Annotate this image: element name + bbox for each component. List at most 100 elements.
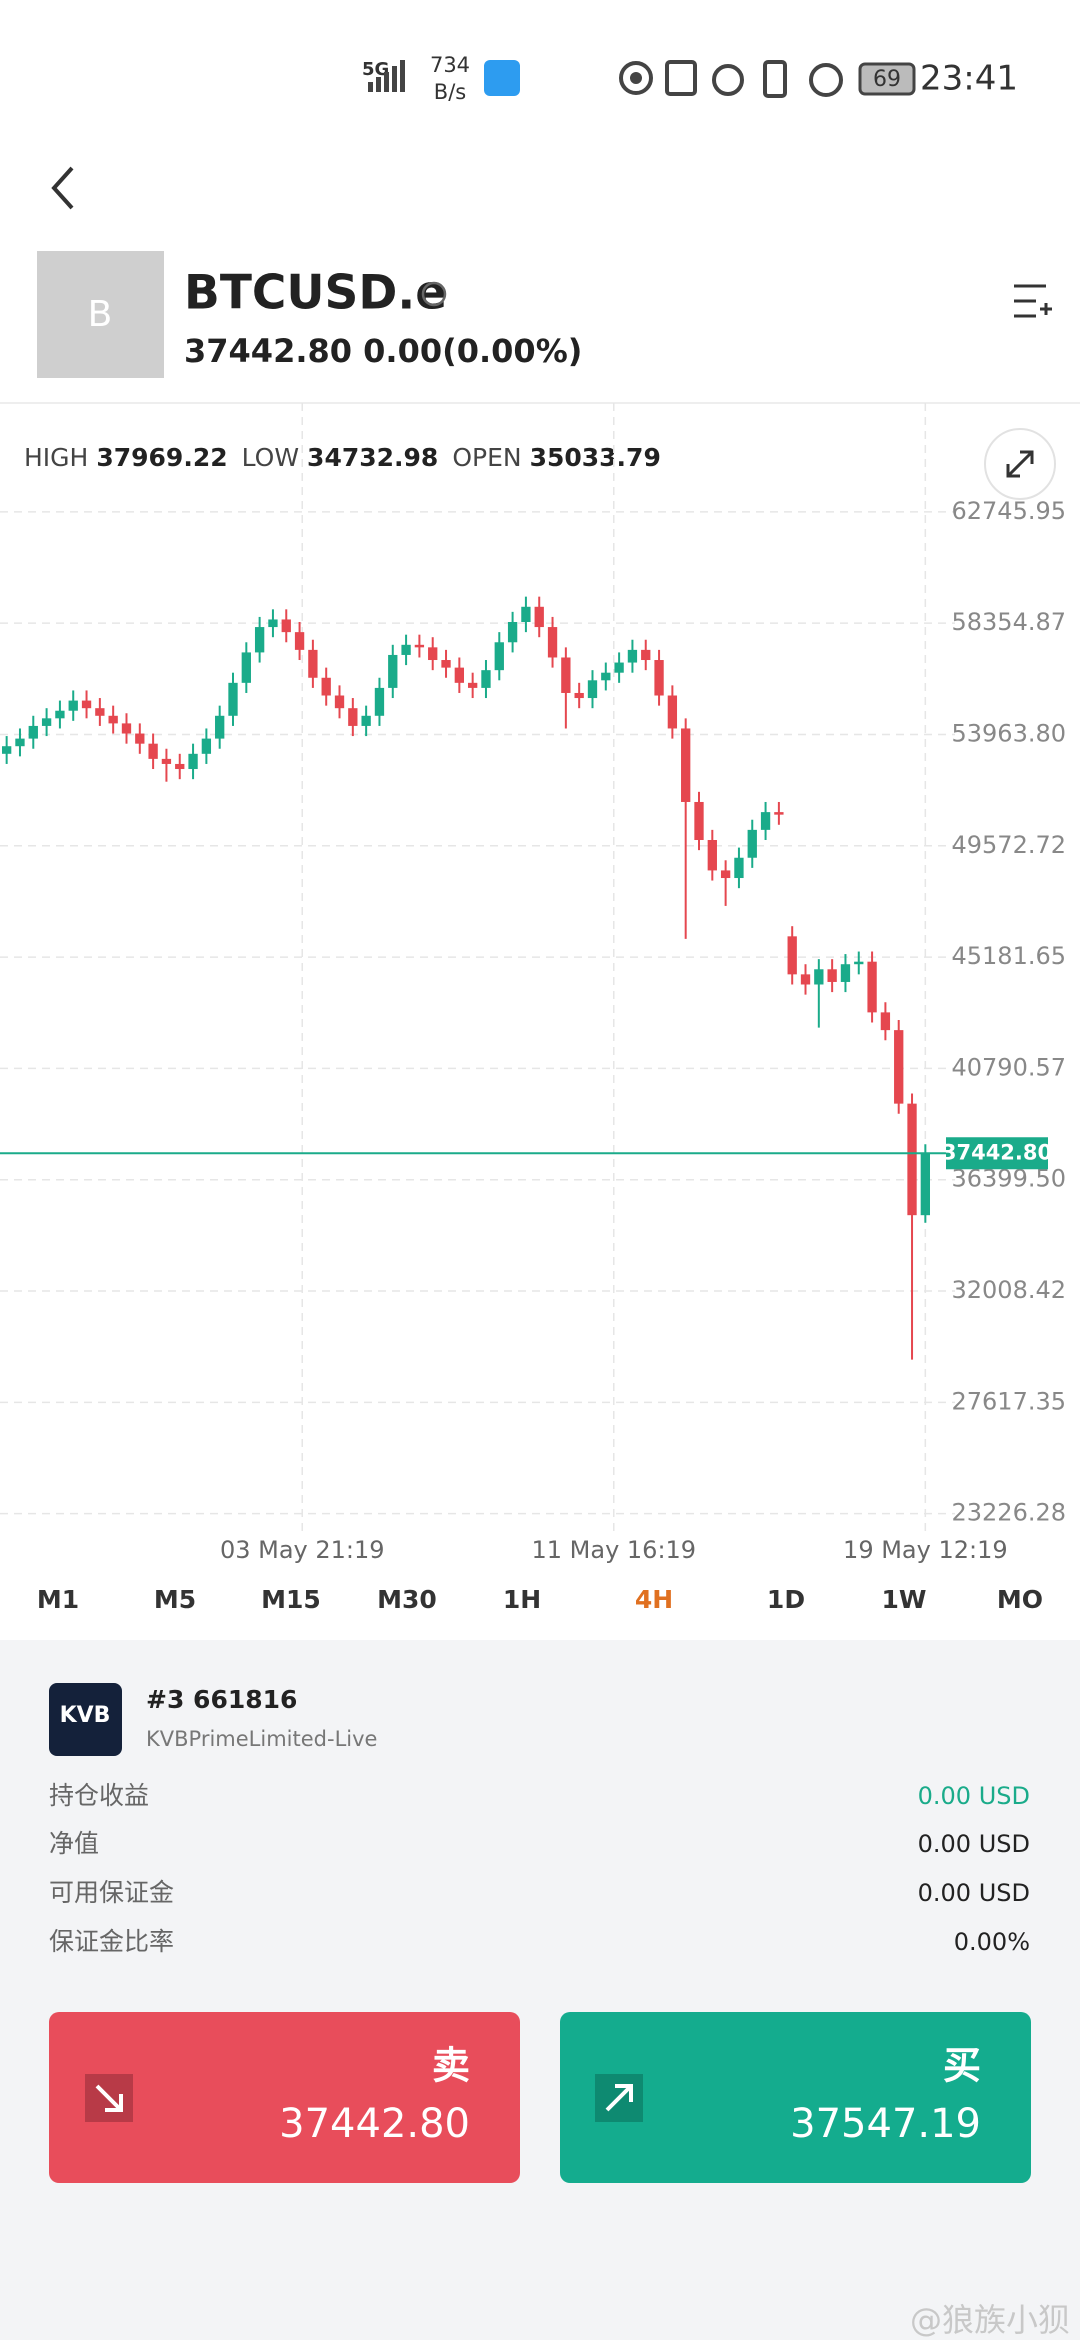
- candle-body: [254, 627, 265, 653]
- candle-body: [1, 746, 12, 754]
- candle-body: [308, 649, 318, 678]
- candle-body: [268, 619, 278, 628]
- account-logo: KVB: [60, 1703, 111, 1728]
- candle-body: [175, 763, 185, 770]
- candle-body: [561, 657, 571, 693]
- price-tag: [946, 1137, 1048, 1170]
- candle-body: [414, 644, 425, 648]
- timeframe-tab[interactable]: M30: [377, 1585, 437, 1614]
- timeframe-tab[interactable]: MO: [997, 1585, 1043, 1614]
- timeframe-tab[interactable]: 1H: [503, 1585, 541, 1614]
- candle-body: [507, 621, 518, 643]
- candle-body: [28, 725, 38, 739]
- candle-body: [321, 677, 331, 696]
- account-row-value: 0.00%: [954, 1928, 1030, 1956]
- candle-body: [681, 728, 691, 802]
- timeframe-tab[interactable]: M1: [37, 1585, 79, 1614]
- y-tick-label: 53963.80: [951, 719, 1066, 747]
- price-tag-label: 37442.80: [942, 1140, 1052, 1164]
- candle-body: [294, 632, 305, 650]
- y-tick-label: 62745.95: [951, 497, 1066, 525]
- stat-label: OPEN: [452, 443, 521, 472]
- y-tick-label: 23226.28: [951, 1499, 1066, 1527]
- candle-body: [827, 969, 837, 982]
- y-tick-label: 58354.87: [951, 608, 1066, 636]
- candle-body: [161, 758, 172, 764]
- stat-value: 35033.79: [530, 443, 661, 472]
- symbol-logo: [37, 251, 164, 378]
- candle-body: [787, 936, 797, 975]
- candle-body: [401, 644, 411, 655]
- candle-body: [81, 700, 92, 709]
- y-tick-label: 49572.72: [951, 831, 1066, 859]
- candle-body: [574, 692, 584, 699]
- watermark: @狼族小狈: [910, 2301, 1070, 2339]
- candle-body: [734, 857, 744, 879]
- candle-body: [41, 718, 52, 726]
- candle-body: [348, 708, 358, 726]
- candle-body: [441, 660, 451, 668]
- candle-body: [241, 652, 251, 683]
- y-tick-label: 40790.57: [951, 1053, 1066, 1081]
- y-tick-label: 32008.42: [951, 1276, 1066, 1304]
- candle-body: [627, 649, 638, 663]
- x-tick-label: 11 May 16:19: [531, 1536, 696, 1564]
- account-id: #3 661816: [146, 1685, 297, 1714]
- candle-body: [880, 1012, 891, 1031]
- timeframe-tab[interactable]: M5: [154, 1585, 196, 1614]
- candle-body: [694, 801, 704, 841]
- timeframe-tab[interactable]: 1W: [882, 1585, 927, 1614]
- y-tick-label: 27617.35: [951, 1387, 1066, 1415]
- network: 5G: [362, 59, 389, 80]
- candle-body: [800, 974, 811, 985]
- add-menu[interactable]: [1014, 284, 1052, 318]
- timeframe-tab[interactable]: 1D: [767, 1585, 805, 1614]
- candle-body: [428, 647, 438, 661]
- candle-body: [534, 606, 544, 628]
- candle-body: [547, 627, 558, 658]
- candle-body: [334, 695, 345, 709]
- candle-body: [720, 870, 731, 879]
- candle-body: [760, 812, 771, 830]
- candle-body: [814, 969, 824, 985]
- account-row-label: 持仓收益: [49, 1781, 149, 1810]
- candle-body: [228, 682, 238, 716]
- candle-body: [641, 649, 651, 661]
- candle-body: [774, 812, 784, 815]
- sell-button[interactable]: 卖 37442.80: [49, 2012, 520, 2183]
- buy-price: 37547.19: [790, 2101, 981, 2147]
- candle-body: [601, 672, 611, 681]
- candle-body: [95, 708, 105, 716]
- timeframes: M1 M5 M15 M30 1H 4H 1D 1W MO: [37, 1585, 1043, 1614]
- timeframe-tab[interactable]: 4H: [635, 1585, 673, 1614]
- sell-price: 37442.80: [279, 2101, 470, 2147]
- candle-body: [840, 964, 851, 982]
- clock: 23:41: [920, 59, 1018, 99]
- help-icon[interactable]: [421, 281, 447, 307]
- candle-body: [920, 1153, 931, 1216]
- back-button[interactable]: [51, 166, 74, 210]
- price-change: 0.00(0.00%): [363, 332, 582, 370]
- account-server: KVBPrimeLimited-Live: [146, 1727, 377, 1751]
- account-row-value: 0.00 USD: [918, 1782, 1030, 1810]
- candle-body: [654, 660, 664, 696]
- account-row-label: 净值: [49, 1829, 99, 1858]
- candle-body: [867, 961, 877, 1013]
- candle-body: [494, 642, 504, 671]
- y-tick-label: 45181.65: [951, 942, 1066, 970]
- buy-button[interactable]: 买 37547.19: [560, 2012, 1031, 2183]
- candle-body: [854, 961, 864, 965]
- expand-icon: [1006, 450, 1034, 478]
- buy-label: 买: [943, 2044, 981, 2088]
- candle-body: [55, 710, 65, 719]
- symbol: BTCUSD.e: [184, 266, 447, 321]
- candle-body: [388, 654, 398, 688]
- timeframe-tab[interactable]: M15: [261, 1585, 321, 1614]
- candle-body: [521, 606, 531, 622]
- panel-bg: [0, 1640, 1080, 2340]
- logo-letter: B: [88, 294, 113, 335]
- y-tick-label: 36399.50: [951, 1165, 1066, 1193]
- price: 37442.80 0.00(0.00%): [184, 332, 582, 370]
- account: KVB #3 661816 KVBPrimeLimited-Live 持仓收益 0…: [49, 1683, 1030, 1956]
- candle-body: [215, 715, 225, 739]
